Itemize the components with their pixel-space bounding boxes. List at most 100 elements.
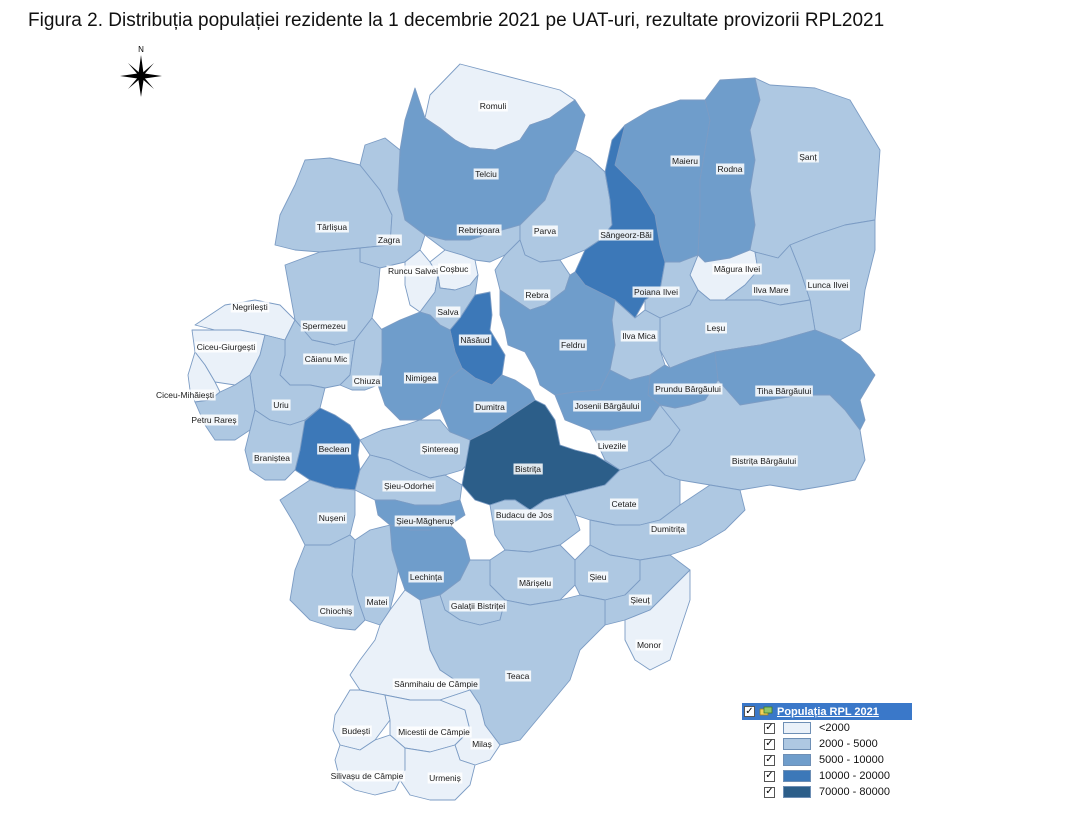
uat-label-background (189, 414, 239, 426)
legend-swatch (783, 738, 811, 750)
uat-label: Feldru (561, 340, 585, 350)
uat-label-background (458, 334, 492, 346)
uat-label-background (609, 498, 639, 510)
legend-swatch (783, 754, 811, 766)
uat-label: Rebrișoara (458, 225, 500, 235)
uat-label: Bistrița Bârgăului (732, 456, 796, 466)
legend-swatch (783, 722, 811, 734)
uat-label: Prundu Bârgăului (655, 384, 721, 394)
legend-title[interactable]: Populația RPL 2021 (777, 705, 879, 718)
uat-label-background (382, 480, 436, 492)
uat-label: Romuli (480, 101, 507, 111)
uat-label: Budești (342, 726, 370, 736)
uat-label: Salva (437, 307, 459, 317)
uat-region[interactable] (574, 124, 666, 319)
uat-label: Monor (637, 640, 661, 650)
legend-class-3: ✓ 10000 - 20000 (742, 768, 912, 784)
uat-label-background (352, 375, 382, 387)
uat-label-background (252, 452, 292, 464)
uat-label: Lechința (410, 572, 442, 582)
uat-label-background (705, 322, 727, 334)
legend-class-label: 70000 - 80000 (819, 786, 890, 798)
uat-label: Tiha Bârgăului (757, 386, 812, 396)
legend-class-checkbox[interactable]: ✓ (764, 786, 775, 798)
uat-region[interactable] (489, 544, 576, 606)
uat-label-background (513, 463, 543, 475)
uat-label-background (396, 726, 472, 738)
uat-label: Galații Bistriței (451, 601, 505, 611)
legend-swatch (783, 786, 811, 798)
uat-label-background (300, 320, 348, 332)
uat-label-background (154, 389, 216, 401)
uat-label: Chiuza (354, 376, 381, 386)
uat-label: Năsăud (460, 335, 490, 345)
legend-swatch (783, 770, 811, 782)
legend-class-checkbox[interactable]: ✓ (764, 722, 775, 734)
uat-label: Șieu-Odorhei (384, 481, 434, 491)
uat-label-background (670, 155, 700, 167)
uat-label-background (438, 263, 471, 275)
uat-label: Dumitrița (651, 524, 685, 534)
uat-label-background (473, 168, 499, 180)
uat-label: Bistrița (515, 464, 541, 474)
uat-label: Rebra (525, 290, 548, 300)
legend-class-checkbox[interactable]: ✓ (764, 770, 775, 782)
uat-label: Silivașu de Câmpie (331, 771, 404, 781)
uat-label: Sânmihaiu de Câmpie (394, 679, 478, 689)
uat-label-background (478, 100, 508, 112)
uat-label-background (386, 265, 440, 277)
legend-header: ✓ Populația RPL 2021 (742, 703, 912, 720)
uat-label: Chiochiș (320, 606, 353, 616)
uat-label: Leșu (707, 323, 726, 333)
uat-label-background (505, 670, 532, 682)
uat-label-background (403, 372, 439, 384)
layer-icon (759, 706, 773, 715)
uat-label-background (620, 330, 658, 342)
uat-label-background (532, 225, 558, 237)
uat-label-background (635, 639, 663, 651)
uat-label: Ilva Mica (622, 331, 656, 341)
uat-label-background (573, 400, 641, 412)
uat-label-background (797, 151, 819, 163)
uat-label-background (470, 738, 494, 750)
uat-label: Ciceu-Giurgești (197, 342, 256, 352)
uat-region[interactable] (339, 317, 383, 391)
uat-region[interactable] (359, 137, 426, 269)
uat-label: Matei (367, 597, 388, 607)
uat-label: Poiana Ilvei (634, 287, 678, 297)
uat-label-background (559, 339, 587, 351)
legend-layer-checkbox[interactable]: ✓ (744, 705, 755, 717)
uat-label-background (473, 401, 507, 413)
uat-label-background (420, 443, 460, 455)
uat-label: Coșbuc (440, 264, 470, 274)
legend-class-4: ✓ 70000 - 80000 (742, 784, 912, 800)
uat-label-background (365, 596, 389, 608)
uat-label: Telciu (475, 169, 497, 179)
uat-label-background (317, 443, 352, 455)
uat-label-background (587, 571, 609, 583)
uat-label-background (649, 523, 687, 535)
uat-label: Teaca (507, 671, 530, 681)
uat-label-background (195, 341, 257, 353)
legend-class-label: 5000 - 10000 (819, 754, 884, 766)
uat-label-background (598, 229, 654, 241)
legend-class-checkbox[interactable]: ✓ (764, 738, 775, 750)
uat-label-background (806, 279, 850, 291)
uat-label: Spermezeu (302, 321, 346, 331)
uat-label-background (329, 770, 406, 782)
uat-label: Dumitra (475, 402, 505, 412)
uat-label-background (712, 263, 762, 275)
legend-class-checkbox[interactable]: ✓ (764, 754, 775, 766)
uat-label: Șintereag (422, 444, 459, 454)
uat-label-background (376, 234, 402, 246)
uat-label-background (230, 301, 270, 313)
legend-class-0: ✓ <2000 (742, 720, 912, 736)
legend-class-1: ✓ 2000 - 5000 (742, 736, 912, 752)
figure-title: Figura 2. Distribuția populației reziden… (28, 10, 885, 31)
uat-label-background (408, 571, 444, 583)
map-legend: ✓ Populația RPL 2021 ✓ <2000 ✓ 2000 - 5000 ✓… (742, 703, 912, 800)
uat-label: Șieu (589, 572, 606, 582)
north-label: N (138, 45, 144, 54)
uat-label: Nușeni (319, 513, 346, 523)
